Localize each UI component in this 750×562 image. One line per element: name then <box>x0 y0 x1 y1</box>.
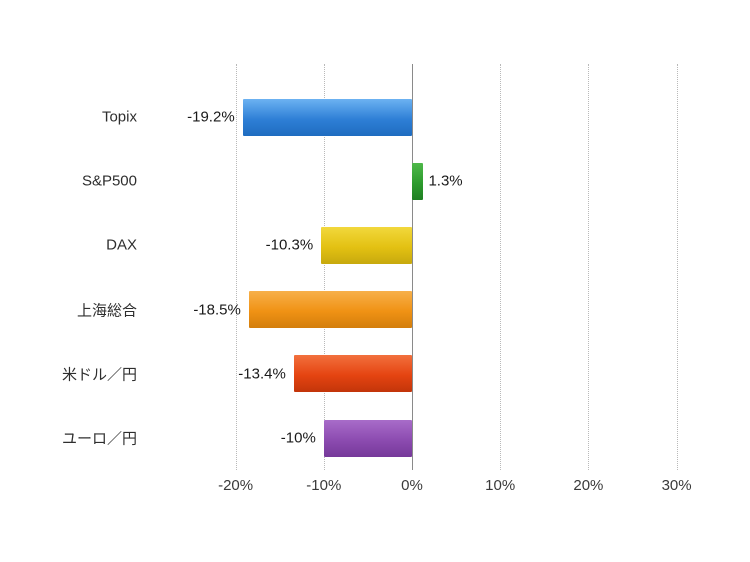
x-tick-label: 10% <box>485 477 516 494</box>
bar-4 <box>293 355 412 393</box>
category-label-5: ユーロ／円 <box>61 430 137 448</box>
category-label-0: Topix <box>101 108 137 126</box>
gridline <box>323 64 325 470</box>
gridline <box>235 64 237 470</box>
x-tick-label: -10% <box>306 477 342 494</box>
plot-area: -19.2% 1.3% -10.3% -18.5% -13.4% -10% <box>146 64 720 470</box>
gridline <box>588 64 590 470</box>
category-label-4: 米ドル／円 <box>61 366 137 384</box>
category-label-2: DAX <box>106 236 137 254</box>
value-label-4: -13.4% <box>238 365 286 383</box>
gridline <box>500 64 502 470</box>
value-label-0: -19.2% <box>187 108 235 126</box>
bar-5 <box>323 419 412 457</box>
gridline <box>676 64 678 470</box>
x-tick-label: -20% <box>218 477 254 494</box>
bar-2 <box>321 226 412 264</box>
value-label-3: -18.5% <box>193 301 241 319</box>
bar-0 <box>242 98 412 136</box>
x-tick-label: 20% <box>573 477 604 494</box>
category-label-3: 上海総合 <box>76 302 137 320</box>
zero-axis-line <box>412 64 413 470</box>
x-tick-label: 30% <box>661 477 692 494</box>
value-label-1: 1.3% <box>428 172 463 190</box>
bar-3 <box>248 291 412 329</box>
value-label-2: -10.3% <box>265 236 314 254</box>
value-label-5: -10% <box>280 429 316 447</box>
bar-1 <box>412 162 424 200</box>
x-tick-label: 0% <box>401 477 423 494</box>
category-label-1: S&P500 <box>81 172 137 190</box>
